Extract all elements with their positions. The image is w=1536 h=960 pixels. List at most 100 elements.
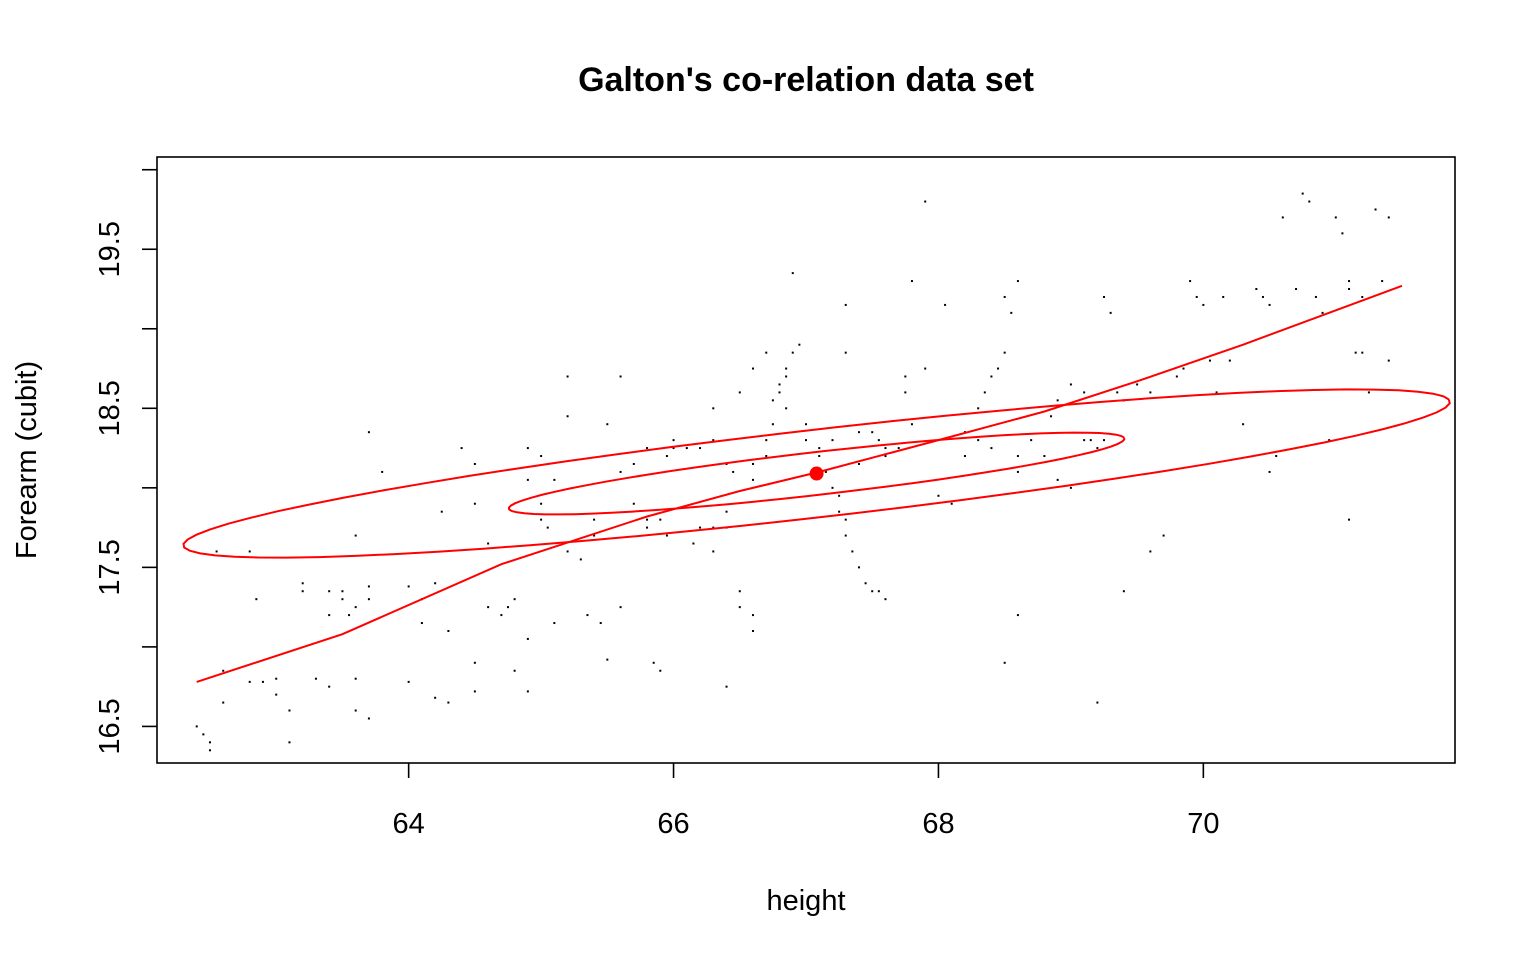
y-tick-label: 19.5 [94,221,126,277]
data-point [288,741,291,744]
data-point [1268,303,1271,306]
data-point [526,637,529,640]
data-point [1043,455,1046,458]
data-point [778,391,781,394]
data-point [208,749,211,752]
data-point [222,669,225,672]
data-point [328,614,331,617]
data-point [877,590,880,593]
ellipse-inner [507,431,1126,516]
data-point [785,367,788,370]
data-point [771,399,774,402]
data-point [725,685,728,688]
data-point [1069,383,1072,386]
data-point [434,696,437,699]
data-point [1281,216,1284,219]
data-point [857,462,860,465]
data-point [1387,216,1390,219]
data-point [1354,351,1357,354]
x-tick-label: 66 [657,808,689,840]
data-point [553,478,556,481]
data-point [851,550,854,553]
data-point [765,439,768,442]
data-point [1016,280,1019,283]
data-point [593,534,596,537]
data-point [540,455,543,458]
data-point [738,391,741,394]
data-point [566,375,569,378]
data-point [473,462,476,465]
data-point [1208,359,1211,362]
data-point [884,447,887,450]
data-point [1109,311,1112,314]
data-point [1175,375,1178,378]
data-point [500,614,503,617]
chart-title: Galton's co-relation data set [578,61,1034,99]
data-point [1374,208,1377,211]
data-point [354,677,357,680]
data-point [460,447,463,450]
y-tick-label: 17.5 [94,539,126,595]
data-point [844,351,847,354]
data-point [659,669,662,672]
data-point [785,375,788,378]
data-point [275,693,278,696]
data-point [381,470,384,473]
data-point [348,614,351,617]
data-point [692,542,695,545]
y-axis: 16.5 17.5 18.5 19.5 [94,168,157,755]
data-point [937,494,940,497]
y-tick-label: 16.5 [94,698,126,754]
data-point [765,455,768,458]
data-point [1228,359,1231,362]
data-point [1215,391,1218,394]
data-point [447,629,450,632]
data-point [1295,288,1298,291]
data-point [646,518,649,521]
data-point [805,439,807,442]
data-point [1030,439,1033,442]
data-point [884,598,887,601]
data-point [1255,288,1258,291]
data-point [950,502,953,505]
data-point [255,598,258,601]
data-point [440,510,443,513]
data-point [526,447,529,450]
data-point [778,383,781,386]
data-point [513,598,516,601]
data-point [1010,311,1013,314]
data-point [434,582,437,585]
data-point [1016,455,1019,458]
data-point [712,439,715,442]
points-layer [195,192,1390,752]
data-point [506,606,509,609]
data-point [202,733,205,736]
data-point [1321,311,1324,314]
data-point [818,455,821,458]
data-point [805,423,807,426]
data-point [924,367,927,370]
data-point [672,447,675,450]
data-point [771,423,774,426]
data-point [1149,391,1152,394]
data-point [1003,351,1006,354]
data-point [646,447,649,450]
data-point [473,502,476,505]
data-point [844,303,847,306]
data-point [341,598,344,601]
data-point [871,590,874,593]
data-point [725,510,728,513]
data-point [301,590,304,593]
data-point [752,629,755,632]
ellipse-outer [182,388,1451,559]
data-point [897,447,900,450]
data-point [1381,280,1384,283]
y-axis-label: Forearm (cubit) [11,361,43,559]
data-point [553,622,556,625]
data-point [1275,455,1278,458]
data-point [871,431,874,434]
data-point [1195,295,1198,298]
x-tick-label: 68 [922,808,954,840]
data-point [288,709,291,712]
data-point [1202,303,1205,306]
